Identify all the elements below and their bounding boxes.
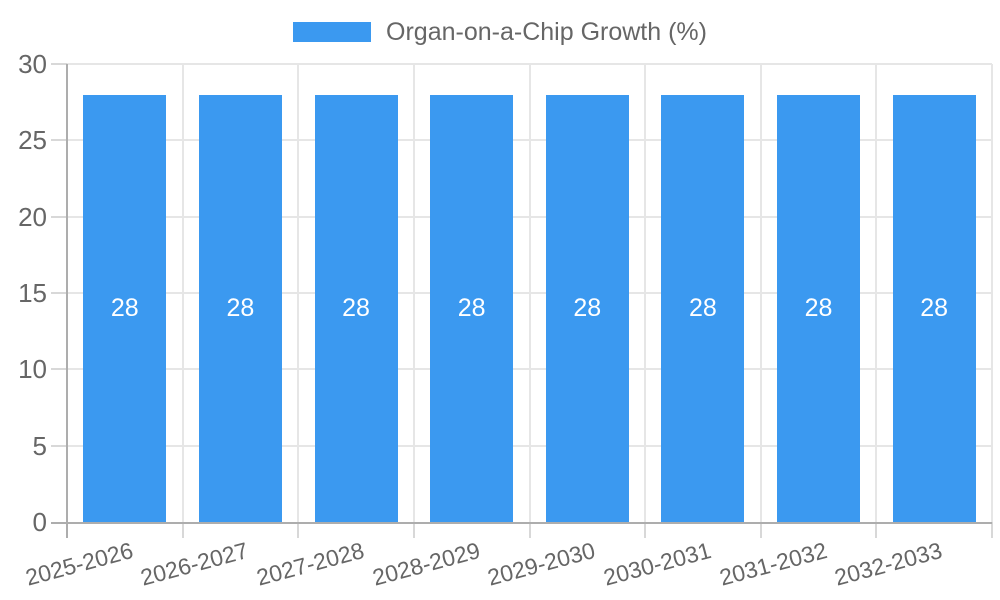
x-tick-label: 2030-2031 (600, 537, 714, 591)
y-tick (51, 444, 67, 447)
legend-label: Organ-on-a-Chip Growth (%) (386, 18, 707, 46)
bar-value-label: 28 (110, 294, 139, 323)
bar-value-label: 28 (804, 294, 833, 323)
x-tick-label: 2031-2032 (716, 537, 830, 591)
y-tick-label: 25 (18, 125, 47, 156)
x-tick-label: 2032-2033 (831, 537, 945, 591)
v-gridline (181, 64, 184, 522)
y-tick (51, 139, 67, 142)
y-tick-label: 30 (18, 49, 47, 79)
v-gridline (991, 64, 993, 522)
y-tick (51, 215, 67, 218)
bar[interactable] (892, 94, 976, 522)
bar-value-label: 28 (226, 294, 255, 323)
bar-value-label: 28 (457, 294, 486, 323)
bar[interactable] (314, 94, 398, 522)
bar[interactable] (777, 94, 861, 522)
legend-swatch (293, 22, 372, 42)
bar-value-label: 28 (573, 294, 602, 323)
x-tick-label: 2026-2027 (138, 537, 252, 591)
y-tick-label: 10 (18, 354, 47, 385)
bar[interactable] (83, 94, 167, 522)
x-tick (412, 522, 415, 538)
x-tick (528, 522, 531, 538)
v-gridline (297, 64, 300, 522)
x-axis-line (51, 522, 992, 524)
bar-value-label: 28 (920, 294, 949, 323)
y-tick-label: 5 (32, 430, 47, 461)
bar[interactable] (198, 94, 282, 522)
v-gridline (875, 64, 878, 522)
bar-value-label: 28 (342, 294, 370, 323)
bar[interactable] (430, 94, 514, 522)
x-tick-label: 2028-2029 (369, 537, 483, 591)
v-gridline (528, 64, 531, 522)
chart-legend-item[interactable]: Organ-on-a-Chip Growth (%) (0, 18, 1000, 46)
v-gridline (759, 64, 762, 522)
x-tick (991, 522, 993, 538)
y-tick-label: 15 (18, 278, 47, 308)
bar[interactable] (545, 94, 629, 522)
bar[interactable] (661, 94, 745, 522)
x-tick (644, 522, 647, 538)
v-gridline (412, 64, 415, 522)
v-gridline (644, 64, 647, 522)
y-tick (51, 292, 67, 294)
x-tick (297, 522, 300, 538)
bar-value-label: 28 (689, 294, 717, 323)
y-tick-label: 0 (32, 507, 47, 537)
x-tick (875, 522, 878, 538)
x-tick-label: 2025-2026 (22, 537, 136, 591)
x-tick-label: 2027-2028 (253, 537, 367, 591)
x-tick-label: 2029-2030 (485, 537, 599, 591)
y-tick (51, 63, 67, 65)
x-tick (759, 522, 762, 538)
y-axis-line (66, 64, 68, 538)
y-tick (51, 368, 67, 371)
x-tick (181, 522, 184, 538)
y-tick-label: 20 (18, 201, 47, 232)
